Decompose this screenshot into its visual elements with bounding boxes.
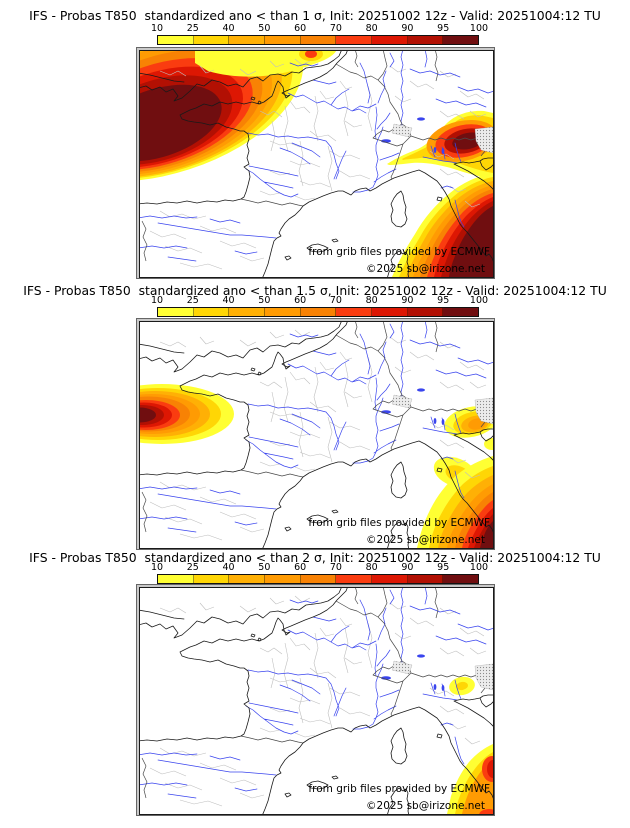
- colorbar-tick-label: 60: [294, 23, 307, 34]
- colorbar-tick-label: 80: [365, 562, 378, 573]
- colorbar-segment: [158, 36, 194, 44]
- colorbar-tick-label: 50: [258, 295, 271, 306]
- colorbar-segment: [193, 36, 230, 44]
- colorbar-bar: [157, 35, 479, 45]
- colorbar-tick-label: 90: [401, 23, 414, 34]
- colorbar-segment: [265, 575, 301, 583]
- colorbar-tick-label: 25: [186, 562, 199, 573]
- colorbar-tick-label: 95: [437, 562, 450, 573]
- colorbar-segment: [443, 36, 479, 44]
- colorbar-tick-label: 90: [401, 562, 414, 573]
- map-panel-1: from grib files provided by ECMWF ©2025 …: [136, 47, 495, 279]
- colorbar-1: 10 25 40 50 60 70 80 90 95 100: [151, 23, 488, 45]
- colorbar-tick-label: 60: [294, 562, 307, 573]
- colorbar-tick-label: 70: [329, 295, 342, 306]
- map-panel-2: from grib files provided by ECMWF ©2025 …: [136, 318, 495, 550]
- panel-title-1: IFS - Probas T850 standardized ano < tha…: [29, 8, 601, 23]
- colorbar-tick-label: 100: [469, 23, 489, 34]
- colorbar-ticks: 10 25 40 50 60 70 80 90 95 100: [151, 295, 488, 307]
- colorbar-tick-label: 10: [150, 295, 164, 306]
- ecmwf-credit: from grib files provided by ECMWF: [308, 783, 490, 795]
- map-svg-2: [140, 322, 493, 548]
- colorbar-tick-label: 70: [329, 562, 342, 573]
- colorbar-segment: [372, 308, 408, 316]
- colorbar-tick-label: 100: [469, 562, 489, 573]
- colorbar-ticks: 10 25 40 50 60 70 80 90 95 100: [151, 23, 488, 35]
- colorbar-segment: [407, 308, 444, 316]
- colorbar-segment: [300, 36, 337, 44]
- colorbar-tick-label: 70: [329, 23, 342, 34]
- colorbar-segment: [158, 575, 194, 583]
- copyright-credit: ©2025 sb@irizone.net: [366, 263, 485, 275]
- colorbar-tick-label: 95: [437, 295, 450, 306]
- colorbar-segment: [443, 575, 479, 583]
- colorbar-segment: [265, 36, 301, 44]
- colorbar-tick-label: 40: [222, 562, 235, 573]
- colorbar-tick-label: 50: [258, 23, 271, 34]
- colorbar-tick-label: 40: [222, 295, 235, 306]
- map-panel-3: from grib files provided by ECMWF ©2025 …: [136, 584, 495, 816]
- colorbar-bar: [157, 307, 479, 317]
- colorbar-segment: [407, 36, 444, 44]
- colorbar-tick-label: 40: [222, 23, 235, 34]
- colorbar-segment: [336, 36, 373, 44]
- colorbar-segment: [336, 575, 373, 583]
- map-svg-3: [140, 588, 493, 814]
- colorbar-tick-label: 60: [294, 295, 307, 306]
- colorbar-tick-label: 80: [365, 23, 378, 34]
- ecmwf-credit: from grib files provided by ECMWF: [308, 517, 490, 529]
- colorbar-segment: [372, 36, 408, 44]
- colorbar-3: 10 25 40 50 60 70 80 90 95 100: [151, 562, 488, 584]
- copyright-credit: ©2025 sb@irizone.net: [366, 800, 485, 812]
- panel-title-2: IFS - Probas T850 standardized ano < tha…: [23, 283, 607, 298]
- colorbar-tick-label: 90: [401, 295, 414, 306]
- colorbar-segment: [193, 575, 230, 583]
- colorbar-segment: [300, 575, 337, 583]
- map-svg-1: [140, 51, 493, 277]
- colorbar-segment: [372, 575, 408, 583]
- colorbar-segment: [443, 308, 479, 316]
- colorbar-segment: [265, 308, 301, 316]
- colorbar-bar: [157, 574, 479, 584]
- colorbar-tick-label: 10: [150, 562, 164, 573]
- colorbar-segment: [407, 575, 444, 583]
- colorbar-tick-label: 10: [150, 23, 164, 34]
- colorbar-tick-label: 80: [365, 295, 378, 306]
- panel-title-3: IFS - Probas T850 standardized ano < tha…: [29, 550, 601, 565]
- colorbar-tick-label: 95: [437, 23, 450, 34]
- colorbar-tick-label: 100: [469, 295, 489, 306]
- colorbar-tick-label: 25: [186, 295, 199, 306]
- prob-blobs-1sigma: [140, 51, 493, 277]
- prob-blobs-2sigma: [447, 676, 493, 814]
- colorbar-segment: [193, 308, 230, 316]
- colorbar-tick-label: 25: [186, 23, 199, 34]
- colorbar-2: 10 25 40 50 60 70 80 90 95 100: [151, 295, 488, 317]
- colorbar-ticks: 10 25 40 50 60 70 80 90 95 100: [151, 562, 488, 574]
- colorbar-segment: [229, 308, 266, 316]
- prob-blobs-1.5sigma: [140, 384, 493, 548]
- colorbar-segment: [336, 308, 373, 316]
- copyright-credit: ©2025 sb@irizone.net: [366, 534, 485, 546]
- colorbar-tick-label: 50: [258, 562, 271, 573]
- ecmwf-credit: from grib files provided by ECMWF: [308, 246, 490, 258]
- colorbar-segment: [158, 308, 194, 316]
- colorbar-segment: [229, 575, 266, 583]
- colorbar-segment: [229, 36, 266, 44]
- colorbar-segment: [300, 308, 337, 316]
